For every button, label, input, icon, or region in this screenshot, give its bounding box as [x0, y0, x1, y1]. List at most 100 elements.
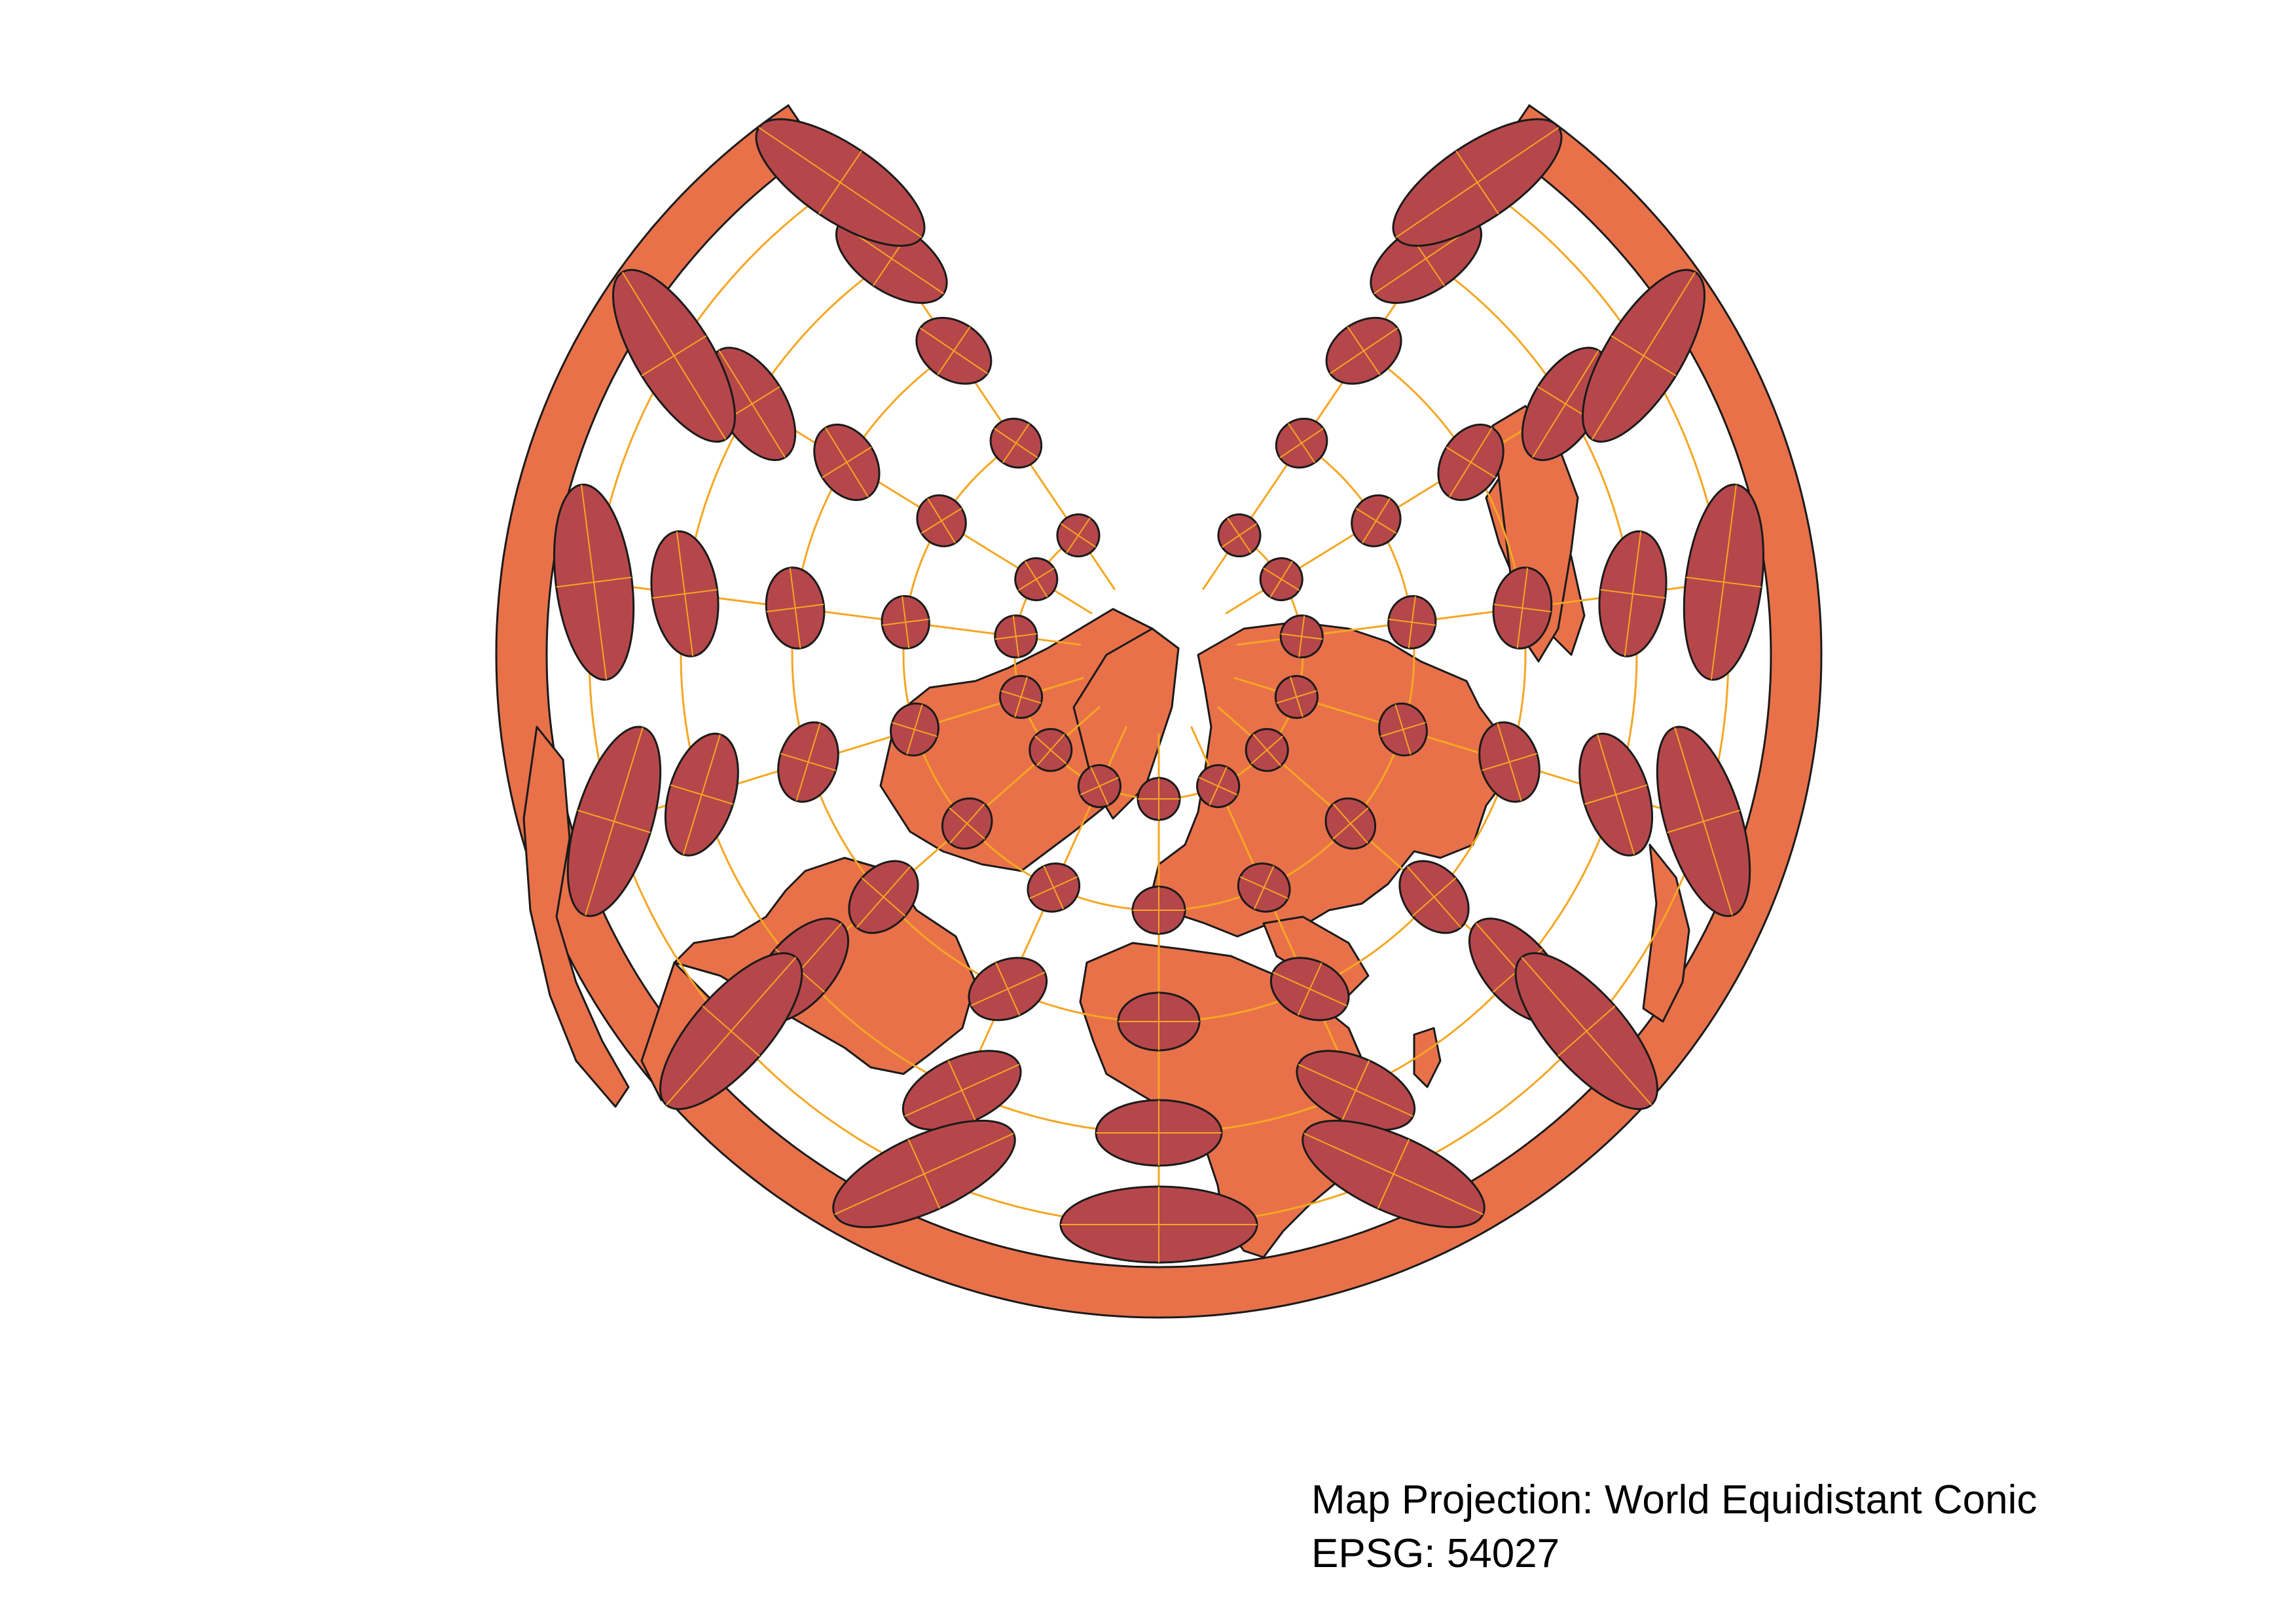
tissot-axis: [861, 877, 906, 917]
tissot-axis: [1558, 1005, 1616, 1057]
tissot-ellipse: [1437, 423, 1504, 502]
tissot-ellipse: [915, 316, 993, 385]
projection-label: Map Projection: World Equidistant Conic: [1311, 1477, 2037, 1522]
tissot-axis: [1066, 517, 1091, 553]
tissot-ellipse: [1351, 494, 1402, 547]
tissot-axis: [1034, 735, 1067, 765]
tissot-axis: [994, 633, 1037, 640]
tissot-ellipse: [1392, 118, 1563, 247]
tissot-axis: [1002, 423, 1030, 464]
tissot-ellipse: [1582, 268, 1705, 443]
tissot-ellipse: [1014, 557, 1059, 601]
tissot-axis: [1332, 807, 1369, 840]
tissot-ellipse: [777, 721, 839, 803]
tissot-ellipse: [1077, 764, 1121, 808]
tissot-axis: [1380, 722, 1426, 737]
tissot-ellipse: [1598, 530, 1667, 657]
tissot-ellipse: [566, 726, 662, 917]
tissot-axis: [670, 784, 734, 805]
tissot-ellipse: [1378, 702, 1428, 757]
tissot-ellipse: [1514, 952, 1658, 1111]
tissot-axis: [780, 752, 836, 771]
tissot-axis: [1611, 335, 1677, 377]
tissot-axis: [949, 807, 985, 840]
tissot-ellipse: [1578, 732, 1654, 857]
tissot-axis: [1253, 866, 1275, 910]
tissot-axis: [1355, 507, 1397, 534]
tissot-ellipse: [881, 595, 930, 650]
tissot-axis: [1446, 447, 1496, 478]
tissot-axis: [652, 589, 718, 599]
tissot-axis: [822, 447, 872, 478]
tissot-ellipse: [1275, 417, 1328, 469]
tissot-axis: [702, 1005, 760, 1057]
tissot-ellipse: [1269, 957, 1350, 1022]
tissot-ellipse: [1259, 557, 1303, 601]
tissot-ellipse: [1302, 1119, 1485, 1228]
tissot-axis: [892, 722, 938, 737]
eurasia: [1151, 621, 1507, 938]
tissot-ellipse: [659, 952, 803, 1111]
tissot-ellipse: [1137, 777, 1181, 821]
tissot-ellipse: [1279, 614, 1324, 659]
tissot-axis: [937, 326, 971, 375]
tissot-ellipse: [994, 614, 1038, 659]
tissot-ellipse: [999, 674, 1044, 719]
tissot-axis: [920, 507, 962, 534]
tissot-ellipse: [1196, 764, 1241, 808]
tissot-ellipse: [941, 797, 993, 850]
tissot-axis: [1686, 576, 1762, 588]
tissot-ellipse: [890, 702, 939, 757]
tissot-axis: [1377, 1139, 1410, 1209]
tissot-axis: [1000, 690, 1042, 704]
tissot-ellipse: [1492, 566, 1553, 650]
tissot-axis: [1455, 151, 1499, 215]
tissot-ellipse: [1274, 674, 1319, 719]
tissot-axis: [1263, 567, 1300, 591]
tissot-ellipse: [1656, 726, 1751, 917]
tissot-axis: [818, 151, 862, 215]
tissot-axis: [1600, 589, 1666, 599]
arabia: [1262, 915, 1370, 997]
tissot-axis: [1227, 517, 1252, 553]
tissot-ellipse: [832, 1119, 1016, 1228]
tissot-ellipse: [1398, 860, 1470, 934]
tissot-axis: [1412, 877, 1457, 917]
tissot-axis: [1209, 766, 1228, 806]
tissot-axis: [995, 962, 1021, 1016]
tissot-ellipse: [650, 530, 720, 657]
tissot-ellipse: [664, 732, 739, 857]
tissot-axis: [1347, 326, 1381, 375]
tissot-axis: [1584, 784, 1648, 805]
tissot-axis: [1090, 766, 1109, 806]
madagascar: [1413, 1027, 1442, 1088]
tissot-axis: [1297, 962, 1322, 1016]
tissot-axis: [766, 603, 824, 613]
tissot-axis: [556, 576, 632, 588]
tissot-axis: [1276, 690, 1317, 704]
tissot-axis: [882, 618, 930, 626]
tissot-ellipse: [612, 268, 736, 443]
tissot-axis: [1341, 1060, 1370, 1121]
tissot-axis: [1018, 567, 1055, 591]
tissot-ellipse: [1245, 728, 1289, 772]
tissot-ellipse: [765, 566, 826, 650]
tissot-ellipse: [968, 957, 1048, 1022]
tissot-ellipse: [813, 423, 881, 502]
tissot-ellipse: [916, 494, 967, 547]
tissot-ellipse: [1387, 595, 1437, 650]
tissot-axis: [1043, 866, 1065, 910]
tissot-ellipse: [755, 118, 926, 247]
tissot-ellipse: [1325, 316, 1402, 385]
tissot-ellipse: [553, 483, 635, 681]
tissot-ellipse: [902, 1050, 1022, 1131]
tissot-ellipse: [1324, 797, 1377, 850]
tissot-ellipse: [1478, 721, 1540, 803]
epsg-label: EPSG: 54027: [1311, 1531, 1560, 1576]
tissot-axis: [1493, 603, 1552, 613]
tissot-ellipse: [1056, 513, 1101, 558]
tissot-axis: [1482, 752, 1537, 771]
tissot-ellipses: [553, 118, 1765, 1264]
tissot-axis: [1281, 633, 1323, 640]
tissot-axis: [1388, 618, 1436, 626]
